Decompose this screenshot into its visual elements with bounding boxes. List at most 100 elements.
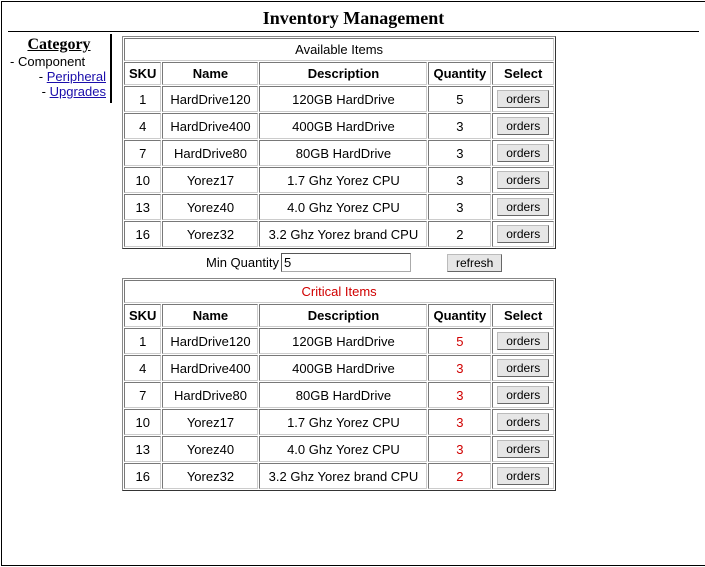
table-row: 16Yorez323.2 Ghz Yorez brand CPU2orders [124,221,554,247]
cell-select: orders [492,194,554,220]
cell-desc: 1.7 Ghz Yorez CPU [259,167,427,193]
cell-desc: 120GB HardDrive [259,86,427,112]
cell-qty: 3 [428,194,491,220]
cell-qty: 3 [428,382,491,408]
critical-items-table: Critical ItemsSKUNameDescriptionQuantity… [122,278,556,491]
cell-select: orders [492,167,554,193]
table-row: 7HardDrive8080GB HardDrive3 orders [124,140,554,166]
cell-select: orders [492,436,554,462]
col-header: SKU [124,304,161,327]
cell-qty: 3 [428,355,491,381]
sidebar-link-peripheral[interactable]: Peripheral [47,69,106,84]
cell-select: orders [492,463,554,489]
orders-button[interactable]: orders [497,225,549,243]
col-header: Description [259,62,427,85]
cell-sku: 1 [124,328,161,354]
cell-qty: 5 [428,328,491,354]
sidebar-header: Category [10,36,108,54]
cell-desc: 1.7 Ghz Yorez CPU [259,409,427,435]
sidebar: Category - Component- Peripheral- Upgrad… [8,34,112,103]
cell-name: HardDrive400 [162,113,258,139]
col-header: SKU [124,62,161,85]
cell-desc: 80GB HardDrive [259,382,427,408]
cell-qty: 5 [428,86,491,112]
table-caption: Available Items [124,38,554,61]
orders-button[interactable]: orders [497,198,549,216]
table-row: 10Yorez171.7 Ghz Yorez CPU3 orders [124,409,554,435]
table-row: 1HardDrive120120GB HardDrive5orders [124,328,554,354]
table-row: 13Yorez404.0 Ghz Yorez CPU3orders [124,194,554,220]
col-header: Quantity [428,62,491,85]
table-caption: Critical Items [124,280,554,303]
min-qty-input[interactable] [281,253,411,272]
table-row: 16Yorez323.2 Ghz Yorez brand CPU2 orders [124,463,554,489]
cell-sku: 10 [124,167,161,193]
cell-name: HardDrive80 [162,382,258,408]
cell-name: Yorez17 [162,167,258,193]
cell-desc: 4.0 Ghz Yorez CPU [259,436,427,462]
available-items-table: Available ItemsSKUNameDescriptionQuantit… [122,36,556,249]
cell-select: orders [492,328,554,354]
cell-select: orders [492,140,554,166]
table-row: 1HardDrive120120GB HardDrive5 orders [124,86,554,112]
orders-button[interactable]: orders [497,467,549,485]
cell-qty: 3 [428,140,491,166]
cell-desc: 400GB HardDrive [259,355,427,381]
cell-qty: 3 [428,409,491,435]
cell-sku: 4 [124,355,161,381]
cell-name: Yorez17 [162,409,258,435]
cell-qty: 2 [428,463,491,489]
cell-desc: 4.0 Ghz Yorez CPU [259,194,427,220]
cell-qty: 3 [428,167,491,193]
cell-name: Yorez32 [162,463,258,489]
cell-sku: 1 [124,86,161,112]
cell-name: HardDrive120 [162,328,258,354]
col-header: Select [492,62,554,85]
col-header: Select [492,304,554,327]
orders-button[interactable]: orders [497,144,549,162]
cell-sku: 13 [124,436,161,462]
cell-desc: 80GB HardDrive [259,140,427,166]
cell-sku: 4 [124,113,161,139]
cell-desc: 3.2 Ghz Yorez brand CPU [259,463,427,489]
orders-button[interactable]: orders [497,117,549,135]
orders-button[interactable]: orders [497,332,549,350]
cell-sku: 13 [124,194,161,220]
refresh-button[interactable]: refresh [447,254,502,272]
cell-qty: 2 [428,221,491,247]
orders-button[interactable]: orders [497,359,549,377]
orders-button[interactable]: orders [497,171,549,189]
cell-sku: 10 [124,409,161,435]
table-row: 13Yorez404.0 Ghz Yorez CPU3orders [124,436,554,462]
cell-name: HardDrive80 [162,140,258,166]
filter-controls: Min Quantity refresh [122,253,699,272]
col-header: Description [259,304,427,327]
min-qty-label: Min Quantity [206,255,279,270]
cell-desc: 3.2 Ghz Yorez brand CPU [259,221,427,247]
table-row: 4HardDrive400400GB HardDrive3orders [124,113,554,139]
cell-select: orders [492,221,554,247]
divider [8,31,699,32]
cell-qty: 3 [428,436,491,462]
col-header: Quantity [428,304,491,327]
orders-button[interactable]: orders [497,413,549,431]
cell-select: orders [492,409,554,435]
table-row: 10Yorez171.7 Ghz Yorez CPU3 orders [124,167,554,193]
cell-select: orders [492,113,554,139]
cell-select: orders [492,86,554,112]
orders-button[interactable]: orders [497,386,549,404]
sidebar-link-upgrades[interactable]: Upgrades [50,84,106,99]
cell-name: Yorez32 [162,221,258,247]
cell-sku: 7 [124,140,161,166]
orders-button[interactable]: orders [497,90,549,108]
col-header: Name [162,62,258,85]
cell-desc: 400GB HardDrive [259,113,427,139]
page-title: Inventory Management [2,2,705,31]
table-row: 4HardDrive400400GB HardDrive3 orders [124,355,554,381]
cell-sku: 16 [124,463,161,489]
cell-select: orders [492,355,554,381]
cell-name: HardDrive400 [162,355,258,381]
col-header: Name [162,304,258,327]
cell-name: HardDrive120 [162,86,258,112]
orders-button[interactable]: orders [497,440,549,458]
